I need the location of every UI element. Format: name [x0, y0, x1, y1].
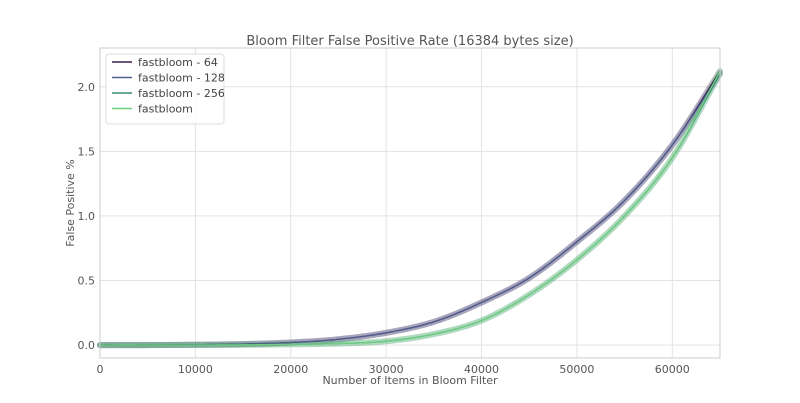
legend-label: fastbloom	[138, 103, 193, 116]
legend-label: fastbloom - 128	[138, 72, 225, 85]
x-tick-label: 50000	[559, 363, 594, 376]
x-tick-label: 60000	[655, 363, 690, 376]
y-tick-label: 0.5	[78, 275, 96, 288]
y-tick-label: 1.5	[78, 145, 96, 158]
x-axis-label: Number of Items in Bloom Filter	[322, 374, 498, 387]
plot-frame	[99, 47, 721, 359]
series-line	[100, 70, 721, 346]
x-tick-label: 10000	[178, 363, 213, 376]
x-tick-label: 40000	[464, 363, 499, 376]
y-axis-label: False Positive %	[64, 159, 77, 246]
legend-label: fastbloom - 64	[138, 56, 218, 69]
legend-label: fastbloom - 256	[138, 87, 225, 100]
series-lines	[100, 70, 721, 346]
y-tick-label: 1.0	[78, 210, 96, 223]
x-tick-label: 0	[97, 363, 104, 376]
y-tick-label: 0.0	[78, 339, 96, 352]
legend: fastbloom - 64 fastbloom - 128 fastbloom -…	[105, 53, 225, 125]
y-tick-label: 2.0	[78, 81, 96, 94]
x-tick-label: 30000	[369, 363, 404, 376]
chart-title: Bloom Filter False Positive Rate (16384 …	[246, 34, 573, 49]
x-tick-label: 20000	[273, 363, 308, 376]
legend-box	[105, 53, 225, 125]
y-tick-labels: 0.0 0.5 1.0 1.5 2.0	[78, 81, 96, 352]
x-tick-labels: 0 10000 20000 30000 40000 50000 60000	[97, 363, 690, 376]
